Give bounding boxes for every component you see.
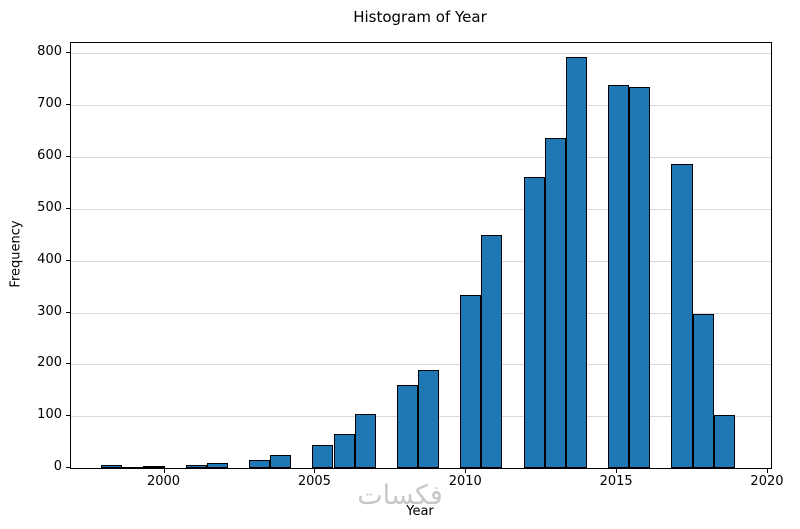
y-tick-mark (66, 104, 71, 106)
gridline (71, 208, 771, 210)
y-tick-mark (66, 52, 71, 54)
y-tick-label: 400 (37, 251, 62, 267)
y-tick-label: 600 (37, 148, 62, 164)
histogram-bar (101, 465, 123, 468)
y-tick-mark (66, 207, 71, 209)
x-tick-label: 2010 (448, 474, 482, 489)
histogram-bar (671, 164, 693, 468)
y-tick-label: 0 (53, 459, 62, 474)
histogram-bar (713, 415, 735, 468)
y-tick-mark (66, 259, 71, 261)
y-tick-mark (66, 156, 71, 158)
gridline (71, 157, 771, 159)
histogram-bar (333, 434, 355, 468)
x-tick-mark (314, 468, 316, 473)
gridline (71, 312, 771, 314)
y-tick-mark (66, 467, 71, 468)
y-tick-label: 500 (37, 199, 62, 215)
histogram-bar (396, 385, 418, 468)
histogram-bar (460, 295, 482, 468)
histogram-bar (565, 56, 587, 468)
gridline (71, 364, 771, 366)
gridline (71, 105, 771, 107)
histogram-bar (185, 465, 207, 468)
histogram-bar (354, 413, 376, 468)
x-tick-mark (465, 468, 467, 473)
histogram-bar (629, 86, 651, 468)
y-tick-mark (66, 363, 71, 365)
gridline (71, 53, 771, 55)
y-tick-label: 700 (37, 96, 62, 112)
x-tick-mark (163, 468, 165, 473)
histogram-bar (608, 84, 630, 468)
y-tick-label: 800 (37, 44, 62, 60)
y-tick-label: 200 (37, 355, 62, 371)
x-tick-mark (616, 468, 618, 473)
histogram-bar (481, 234, 503, 468)
y-tick-mark (66, 311, 71, 313)
y-tick-mark (66, 415, 71, 417)
histogram-bar (692, 314, 714, 468)
x-axis-label: Year (406, 504, 434, 519)
x-tick-mark (766, 468, 768, 473)
histogram-bar (312, 444, 334, 468)
y-tick-label: 100 (37, 407, 62, 423)
histogram-bar (417, 369, 440, 468)
x-tick-label: 2000 (146, 474, 181, 489)
x-tick-label: 2005 (297, 474, 331, 489)
x-tick-label: 2015 (599, 474, 633, 489)
histogram-bar (544, 137, 566, 468)
histogram-bar (249, 460, 271, 468)
histogram-bar (523, 176, 545, 468)
histogram-bar (122, 466, 144, 469)
y-tick-label: 300 (37, 303, 62, 319)
gridline (71, 260, 771, 262)
plot-area (70, 42, 772, 469)
watermark: فكسات (357, 480, 443, 511)
chart-title: Histogram of Year (353, 8, 487, 26)
histogram-bar (270, 455, 292, 468)
histogram-bar (143, 466, 165, 469)
x-tick-label: 2020 (750, 474, 784, 489)
histogram-bar (206, 462, 228, 468)
